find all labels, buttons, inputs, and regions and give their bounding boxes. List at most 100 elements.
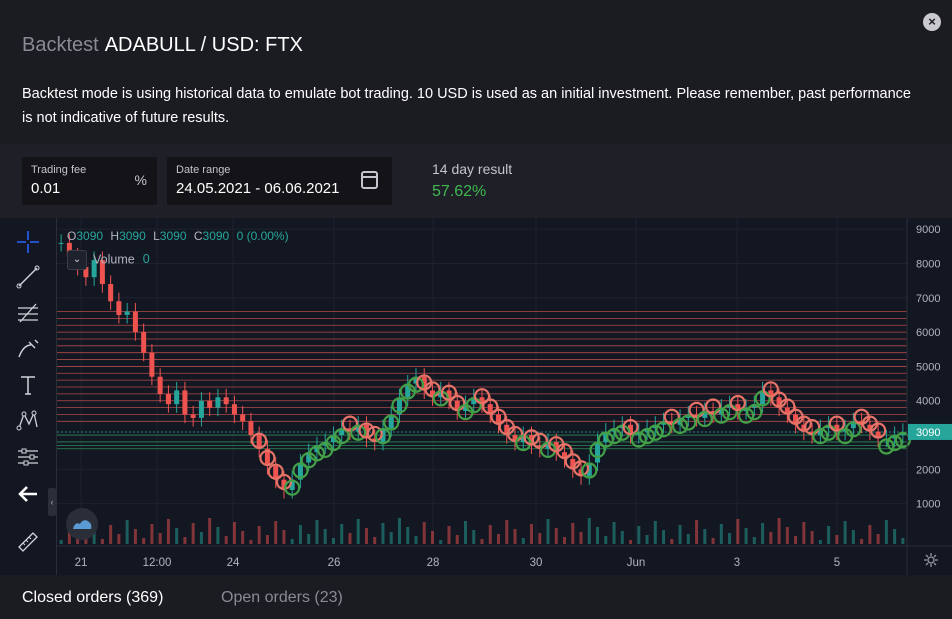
volume-bar xyxy=(884,520,888,544)
y-tick-label: 6000 xyxy=(916,327,940,339)
volume-bar xyxy=(290,539,294,544)
trading-fee-value[interactable]: 0.01 xyxy=(31,180,61,197)
title-pair: ADABULL / USD: FTX xyxy=(104,34,303,56)
close-icon[interactable]: × xyxy=(923,13,941,31)
volume-bar xyxy=(158,533,162,544)
volume-bar xyxy=(67,526,71,544)
candle-body xyxy=(198,400,204,418)
volume-bar xyxy=(340,524,344,544)
modal-header: Backtest ADABULL / USD: FTX × Backtest mo… xyxy=(0,0,952,144)
trade-marker xyxy=(605,428,623,445)
candle-body xyxy=(182,390,188,415)
trade-marker xyxy=(523,429,540,446)
trade-marker xyxy=(688,401,705,418)
volume-bar xyxy=(802,522,806,544)
candle-body xyxy=(487,404,493,415)
trade-marker xyxy=(647,424,664,441)
x-tick-label: 5 xyxy=(834,557,840,569)
candle-body xyxy=(339,428,345,436)
trade-marker xyxy=(572,460,590,477)
volume-bar xyxy=(125,520,129,544)
trade-marker xyxy=(721,404,738,421)
ruler-icon[interactable] xyxy=(14,528,42,556)
tab-open-orders[interactable]: Open orders (23) xyxy=(221,589,343,606)
trade-marker xyxy=(556,442,573,460)
trading-fee-field[interactable]: Trading fee 0.01 % xyxy=(22,157,157,205)
volume-bar xyxy=(406,527,410,544)
toolbar-collapse-handle[interactable]: ‹ xyxy=(48,488,56,516)
crosshair-icon[interactable] xyxy=(14,228,42,256)
trade-marker xyxy=(746,404,763,421)
chart-settings-icon[interactable] xyxy=(923,552,939,568)
collapse-legend-button[interactable]: ⌄ xyxy=(67,250,87,270)
volume-bar xyxy=(92,530,96,544)
trade-marker xyxy=(350,424,367,441)
candle-body xyxy=(545,441,551,449)
pattern-icon[interactable] xyxy=(14,407,42,435)
volume-bar xyxy=(389,532,393,544)
chart-area[interactable]: ‹ 9000 8000 7000 6000 5000 4000 3090 2000 1000 21… xyxy=(0,218,952,575)
volume-bar xyxy=(785,527,789,544)
brush-icon[interactable] xyxy=(14,335,42,363)
candle-body xyxy=(116,301,122,315)
text-icon[interactable] xyxy=(14,371,42,399)
candle-body xyxy=(297,462,303,480)
trade-marker xyxy=(820,424,837,441)
volume-bar xyxy=(794,536,798,544)
candle-body xyxy=(108,284,114,302)
trade-marker xyxy=(424,381,441,398)
calendar-icon[interactable] xyxy=(361,171,378,189)
candle-body xyxy=(58,242,64,244)
volume-bar xyxy=(563,537,567,544)
measure-icon[interactable] xyxy=(14,443,42,471)
trend-line-icon[interactable] xyxy=(14,263,42,291)
volume-bar xyxy=(554,528,558,544)
candle-body xyxy=(413,376,419,384)
fib-icon[interactable] xyxy=(14,299,42,327)
volume-bar xyxy=(117,534,121,544)
trade-marker xyxy=(284,479,301,496)
candle-body xyxy=(776,397,782,408)
volume-bar xyxy=(447,526,451,544)
trade-marker xyxy=(638,428,656,445)
tab-closed-orders[interactable]: Closed orders (369) xyxy=(22,589,164,606)
candle-body xyxy=(429,390,435,398)
trade-marker xyxy=(308,445,326,462)
ohlc-legend: O3090 H3090 L3090 C3090 0 (0.00%) xyxy=(67,229,289,243)
trade-marker xyxy=(762,381,779,398)
candle-body xyxy=(793,414,799,425)
volume-bar xyxy=(744,528,748,544)
volume-bar xyxy=(249,540,253,544)
candle-body xyxy=(174,390,180,405)
price-chart[interactable]: 9000 8000 7000 6000 5000 4000 3090 2000 1000 21 12… xyxy=(57,218,952,575)
candle-body xyxy=(141,332,147,353)
candle-body xyxy=(784,407,790,415)
date-range-value[interactable]: 24.05.2021 - 06.06.2021 xyxy=(176,180,340,197)
volume-bar xyxy=(851,530,855,544)
volume-bar xyxy=(769,532,773,544)
trading-fee-label: Trading fee xyxy=(31,164,87,176)
volume-bar xyxy=(331,538,335,544)
volume-bar xyxy=(719,524,723,544)
back-arrow-icon[interactable] xyxy=(14,480,42,508)
tradingview-logo[interactable] xyxy=(66,508,98,540)
date-range-field[interactable]: Date range 24.05.2021 - 06.06.2021 xyxy=(167,157,392,205)
y-tick-label: 4000 xyxy=(916,396,940,408)
volume-bar xyxy=(364,528,368,544)
trade-marker xyxy=(391,397,408,414)
candle-body xyxy=(462,404,468,412)
trade-marker xyxy=(704,398,722,415)
candle-body xyxy=(628,424,634,436)
candle-body xyxy=(801,424,807,432)
trade-marker xyxy=(482,398,499,415)
trade-marker xyxy=(374,428,392,445)
candle-body xyxy=(132,311,138,333)
volume-bar xyxy=(109,525,113,544)
candle-body xyxy=(124,311,130,315)
candle-body xyxy=(314,445,320,453)
candle-body xyxy=(207,400,213,408)
trade-marker xyxy=(259,449,276,467)
volume-bar xyxy=(455,535,459,544)
x-tick-label: 3 xyxy=(734,557,740,569)
trade-marker xyxy=(812,428,829,445)
